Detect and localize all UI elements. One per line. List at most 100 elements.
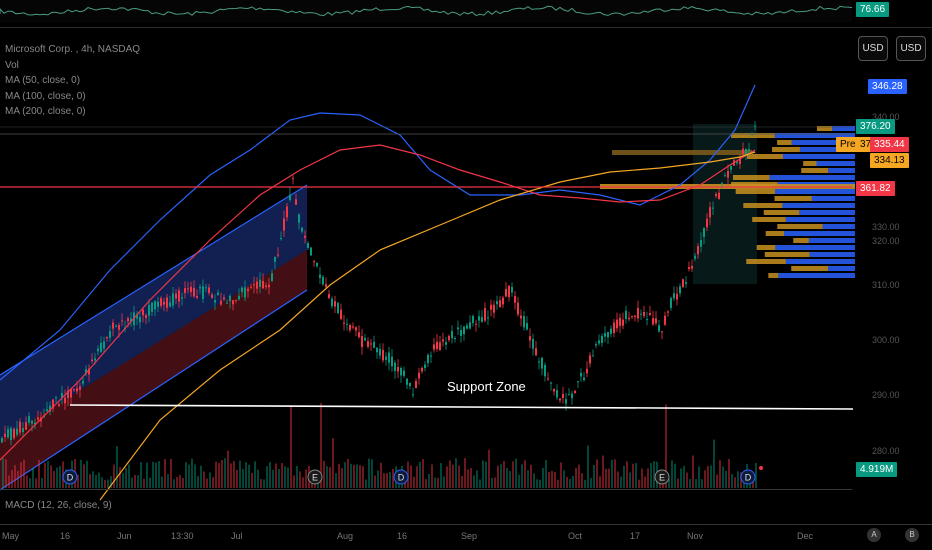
legend-ma200[interactable]: MA (200, close, 0) bbox=[5, 106, 86, 117]
volume-bar bbox=[272, 469, 274, 488]
candle-body bbox=[322, 276, 324, 285]
candle-body bbox=[88, 368, 90, 375]
time-label: Dec bbox=[797, 531, 814, 541]
profile-bar bbox=[782, 154, 855, 159]
legend-ma100[interactable]: MA (100, close, 0) bbox=[5, 90, 86, 102]
candle-body bbox=[376, 347, 378, 353]
profile-bar bbox=[816, 126, 833, 131]
channel-upper-fill bbox=[0, 185, 307, 440]
volume-bar bbox=[326, 466, 328, 488]
candle-body bbox=[235, 299, 237, 301]
candle-body bbox=[442, 339, 444, 342]
pane-separator-macd[interactable] bbox=[0, 489, 852, 490]
volume-bar bbox=[488, 449, 490, 488]
time-label: 13:30 bbox=[171, 531, 194, 541]
volume-bar bbox=[560, 462, 562, 488]
profile-bar bbox=[832, 126, 855, 131]
candle-body bbox=[112, 322, 114, 329]
symbol-title[interactable]: Microsoft Corp. , 4h, NASDAQ bbox=[5, 44, 141, 55]
candle-body bbox=[604, 333, 606, 337]
candle-body bbox=[388, 352, 390, 363]
dividend-marker[interactable]: D bbox=[393, 469, 409, 485]
volume-bar bbox=[590, 478, 592, 488]
support-zone-label[interactable]: Support Zone bbox=[447, 379, 526, 394]
candle-body bbox=[460, 330, 462, 336]
volume-bar bbox=[422, 459, 424, 488]
volume-bar bbox=[173, 479, 175, 488]
candle-body bbox=[640, 313, 642, 315]
volume-bar bbox=[29, 478, 31, 488]
volume-bar bbox=[470, 468, 472, 488]
volume-bar bbox=[524, 460, 526, 488]
candle-body bbox=[223, 297, 225, 300]
candle-body bbox=[319, 274, 321, 278]
volume-bar bbox=[506, 467, 508, 488]
dividend-marker[interactable]: D bbox=[62, 469, 78, 485]
volume-bar bbox=[368, 458, 370, 488]
candle-body bbox=[73, 389, 75, 391]
volume-bar bbox=[182, 477, 184, 488]
volume-bar bbox=[626, 461, 628, 488]
profile-bar bbox=[735, 189, 776, 194]
currency-button-2[interactable]: USD bbox=[896, 36, 926, 61]
volume-bar bbox=[383, 473, 385, 488]
volume-bar bbox=[50, 465, 52, 488]
volume-bar bbox=[152, 461, 154, 488]
candle-body bbox=[550, 382, 552, 384]
volume-bar bbox=[269, 462, 271, 488]
candle-body bbox=[226, 302, 228, 304]
marker-circle bbox=[654, 469, 670, 485]
volume-bar bbox=[539, 479, 541, 488]
volume-bar bbox=[716, 474, 718, 488]
candle-body bbox=[589, 355, 591, 364]
legend-ma50[interactable]: MA (50, close, 0) bbox=[5, 75, 81, 86]
macd-legend[interactable]: MACD (12, 26, close, 9) bbox=[5, 500, 112, 511]
volume-bar bbox=[338, 464, 340, 488]
candle-body bbox=[583, 377, 585, 381]
earnings-marker[interactable]: E bbox=[654, 469, 670, 485]
dividend-marker[interactable]: D bbox=[740, 469, 756, 485]
candle-body bbox=[688, 267, 690, 269]
volume-bars bbox=[2, 402, 757, 488]
profile-bar bbox=[765, 231, 784, 236]
volume-bar bbox=[236, 469, 238, 488]
marker-circle bbox=[393, 469, 409, 485]
profile-bar bbox=[775, 245, 855, 250]
candle-body bbox=[430, 355, 432, 357]
volume-bar bbox=[440, 463, 442, 488]
volume-bar bbox=[347, 459, 349, 488]
volume-bar bbox=[674, 463, 676, 488]
volume-bar bbox=[53, 471, 55, 488]
volume-bar bbox=[545, 459, 547, 488]
profile-bar bbox=[752, 217, 786, 222]
currency-button-1[interactable]: USD bbox=[858, 36, 888, 61]
candle-body bbox=[526, 323, 528, 330]
candle-body bbox=[478, 316, 480, 321]
profile-bar bbox=[799, 147, 855, 152]
pane-separator-top[interactable] bbox=[0, 27, 932, 28]
candle-body bbox=[67, 390, 69, 398]
time-label: Jul bbox=[231, 531, 243, 541]
candle-body bbox=[286, 206, 288, 218]
button-a[interactable]: A bbox=[867, 528, 881, 542]
volume-bar bbox=[614, 459, 616, 488]
candle-body bbox=[118, 325, 120, 330]
volume-bar bbox=[164, 458, 166, 488]
button-b[interactable]: B bbox=[905, 528, 919, 542]
candle-body bbox=[535, 348, 537, 356]
volume-bar bbox=[584, 479, 586, 488]
profile-bar bbox=[822, 224, 855, 229]
earnings-marker[interactable]: E bbox=[307, 469, 323, 485]
candle-body bbox=[166, 297, 168, 308]
legend-vol[interactable]: Vol bbox=[5, 59, 19, 71]
profile-bar bbox=[743, 203, 783, 208]
candle-body bbox=[190, 286, 192, 293]
profile-bar bbox=[782, 203, 855, 208]
candle-body bbox=[160, 298, 162, 306]
profile-bar bbox=[746, 154, 783, 159]
volume-bar bbox=[107, 479, 109, 488]
volume-bar bbox=[434, 477, 436, 488]
volume-bar bbox=[446, 466, 448, 488]
volume-bar bbox=[302, 477, 304, 488]
